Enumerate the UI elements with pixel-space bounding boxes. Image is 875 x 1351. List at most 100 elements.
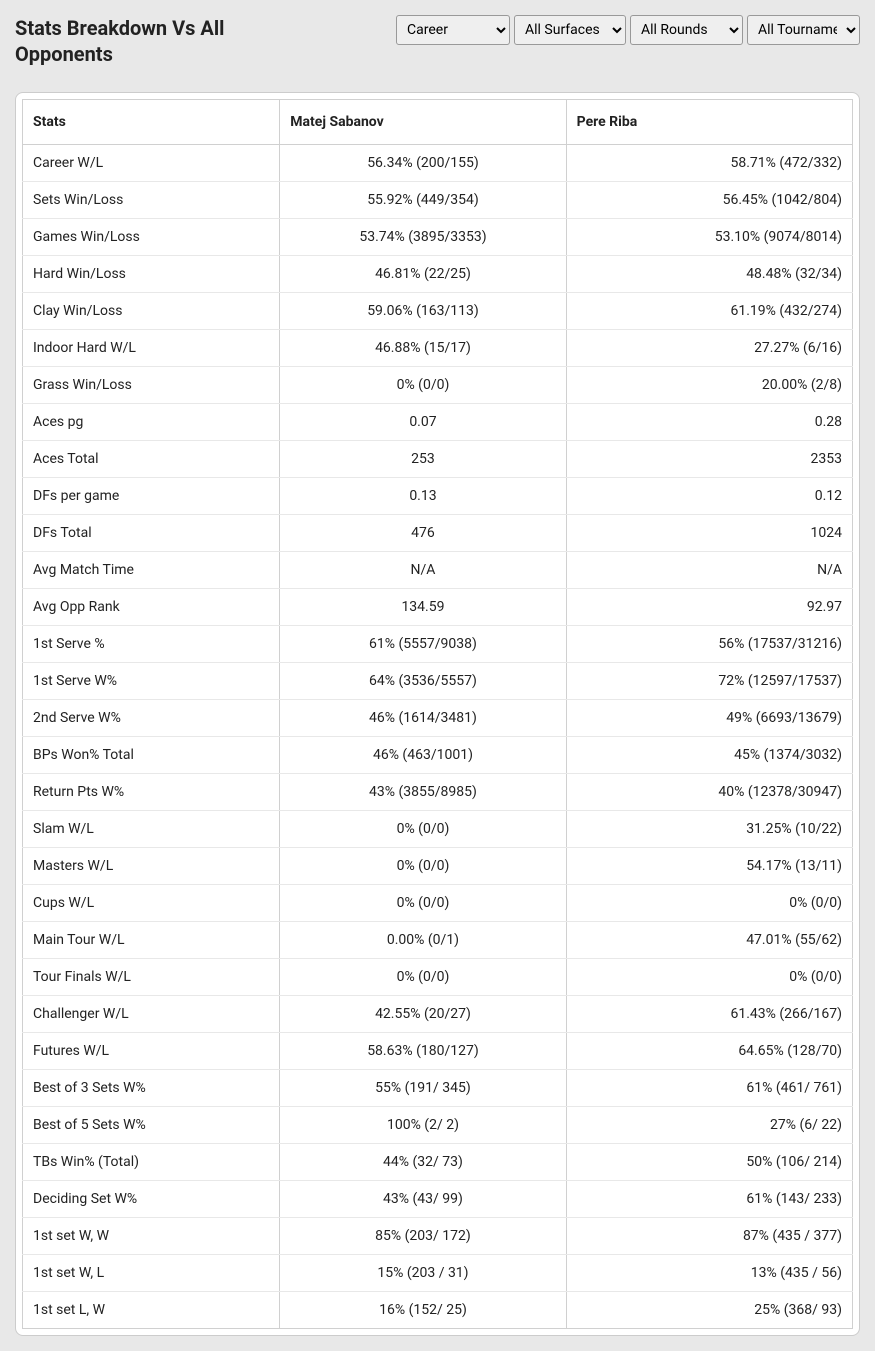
stat-value: 0.07 [280,404,566,441]
stat-value: 43% (3855/8985) [280,774,566,811]
stat-label: Avg Opp Rank [23,589,280,626]
table-row: Slam W/L0% (0/0)31.25% (10/22) [23,811,853,848]
stat-value: 56.34% (200/155) [280,145,566,182]
stat-value: N/A [566,552,852,589]
stat-value: 0.13 [280,478,566,515]
stat-value: 50% (106/ 214) [566,1144,852,1181]
filter-bar: Career All Surfaces All Rounds All Tourn… [396,15,860,45]
stat-value: N/A [280,552,566,589]
stat-value: 61.43% (266/167) [566,996,852,1033]
stat-value: 58.71% (472/332) [566,145,852,182]
table-row: Masters W/L0% (0/0)54.17% (13/11) [23,848,853,885]
table-row: Career W/L56.34% (200/155)58.71% (472/33… [23,145,853,182]
stat-label: 1st set W, W [23,1218,280,1255]
stat-value: 46.81% (22/25) [280,256,566,293]
filter-round[interactable]: All Rounds [630,15,743,45]
table-row: 1st set W, L15% (203 / 31)13% (435 / 56) [23,1255,853,1292]
stat-value: 87% (435 / 377) [566,1218,852,1255]
stat-value: 61% (143/ 233) [566,1181,852,1218]
stat-value: 46% (1614/3481) [280,700,566,737]
stat-value: 476 [280,515,566,552]
table-row: Aces Total2532353 [23,441,853,478]
stat-label: Career W/L [23,145,280,182]
table-row: Tour Finals W/L0% (0/0)0% (0/0) [23,959,853,996]
stat-value: 64.65% (128/70) [566,1033,852,1070]
stat-value: 0% (0/0) [280,959,566,996]
stat-value: 100% (2/ 2) [280,1107,566,1144]
table-row: Deciding Set W%43% (43/ 99)61% (143/ 233… [23,1181,853,1218]
table-row: Grass Win/Loss0% (0/0)20.00% (2/8) [23,367,853,404]
stat-value: 0% (0/0) [280,811,566,848]
stat-value: 85% (203/ 172) [280,1218,566,1255]
stat-label: Return Pts W% [23,774,280,811]
stat-label: Clay Win/Loss [23,293,280,330]
table-row: TBs Win% (Total)44% (32/ 73)50% (106/ 21… [23,1144,853,1181]
stat-value: 0% (0/0) [566,885,852,922]
stat-label: Aces pg [23,404,280,441]
stat-label: DFs per game [23,478,280,515]
table-row: Sets Win/Loss55.92% (449/354)56.45% (104… [23,182,853,219]
stat-label: Tour Finals W/L [23,959,280,996]
stat-label: Indoor Hard W/L [23,330,280,367]
stat-label: Cups W/L [23,885,280,922]
filter-period[interactable]: Career [396,15,510,45]
stat-value: 0.28 [566,404,852,441]
stat-value: 0.00% (0/1) [280,922,566,959]
stat-value: 48.48% (32/34) [566,256,852,293]
table-row: 1st Serve W%64% (3536/5557)72% (12597/17… [23,663,853,700]
stat-label: Hard Win/Loss [23,256,280,293]
stat-value: 25% (368/ 93) [566,1292,852,1329]
stat-value: 58.63% (180/127) [280,1033,566,1070]
stat-value: 0% (0/0) [280,848,566,885]
stat-label: DFs Total [23,515,280,552]
stat-value: 13% (435 / 56) [566,1255,852,1292]
stat-value: 54.17% (13/11) [566,848,852,885]
stat-label: Sets Win/Loss [23,182,280,219]
stat-label: Main Tour W/L [23,922,280,959]
table-row: Challenger W/L42.55% (20/27)61.43% (266/… [23,996,853,1033]
table-row: 1st Serve %61% (5557/9038)56% (17537/312… [23,626,853,663]
table-row: 1st set L, W16% (152/ 25)25% (368/ 93) [23,1292,853,1329]
stat-value: 40% (12378/30947) [566,774,852,811]
stat-value: 56.45% (1042/804) [566,182,852,219]
table-row: Avg Opp Rank134.5992.97 [23,589,853,626]
stat-label: 2nd Serve W% [23,700,280,737]
stat-label: Games Win/Loss [23,219,280,256]
table-row: Avg Match TimeN/AN/A [23,552,853,589]
stats-table: Stats Matej Sabanov Pere Riba Career W/L… [22,99,853,1329]
stat-value: 46% (463/1001) [280,737,566,774]
table-row: Best of 3 Sets W%55% (191/ 345)61% (461/… [23,1070,853,1107]
stat-value: 15% (203 / 31) [280,1255,566,1292]
stat-label: BPs Won% Total [23,737,280,774]
stat-label: Slam W/L [23,811,280,848]
stat-value: 0% (0/0) [566,959,852,996]
stat-label: Best of 5 Sets W% [23,1107,280,1144]
stat-value: 0% (0/0) [280,367,566,404]
stat-value: 27.27% (6/16) [566,330,852,367]
table-header-row: Stats Matej Sabanov Pere Riba [23,100,853,145]
stat-value: 20.00% (2/8) [566,367,852,404]
stat-value: 0.12 [566,478,852,515]
stat-value: 16% (152/ 25) [280,1292,566,1329]
table-row: BPs Won% Total46% (463/1001)45% (1374/30… [23,737,853,774]
stat-value: 59.06% (163/113) [280,293,566,330]
table-row: Clay Win/Loss59.06% (163/113)61.19% (432… [23,293,853,330]
stat-value: 72% (12597/17537) [566,663,852,700]
stat-label: 1st Serve W% [23,663,280,700]
stat-value: 27% (6/ 22) [566,1107,852,1144]
stat-value: 2353 [566,441,852,478]
stat-value: 55% (191/ 345) [280,1070,566,1107]
filter-surface[interactable]: All Surfaces [514,15,626,45]
stat-value: 134.59 [280,589,566,626]
table-row: Indoor Hard W/L46.88% (15/17)27.27% (6/1… [23,330,853,367]
stat-label: 1st Serve % [23,626,280,663]
table-row: Aces pg0.070.28 [23,404,853,441]
stat-label: Avg Match Time [23,552,280,589]
header-stats: Stats [23,100,280,145]
stat-value: 42.55% (20/27) [280,996,566,1033]
stat-value: 49% (6693/13679) [566,700,852,737]
stat-value: 46.88% (15/17) [280,330,566,367]
table-row: Main Tour W/L0.00% (0/1)47.01% (55/62) [23,922,853,959]
filter-tournament[interactable]: All Tournaments [747,15,860,45]
table-row: Return Pts W%43% (3855/8985)40% (12378/3… [23,774,853,811]
